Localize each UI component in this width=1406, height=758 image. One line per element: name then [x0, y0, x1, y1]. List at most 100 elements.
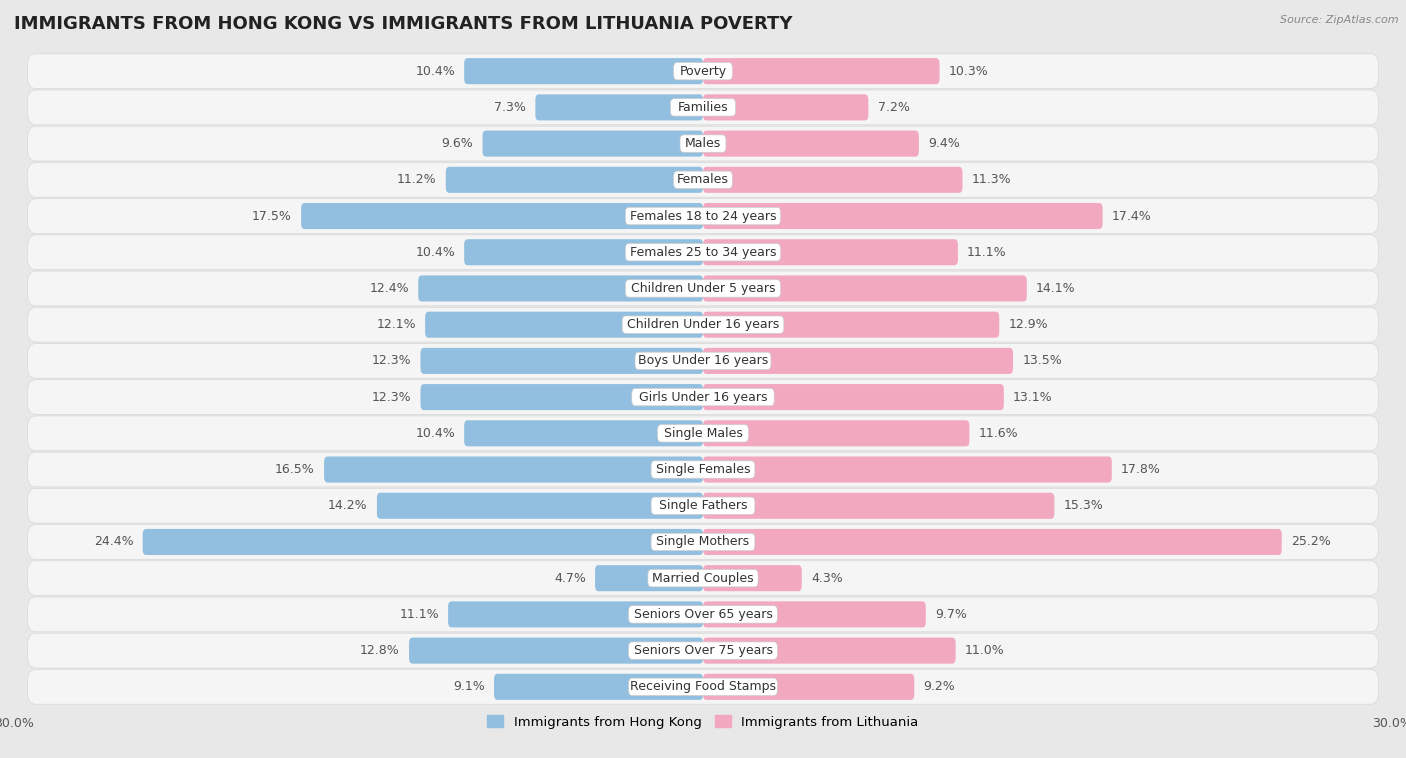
- FancyBboxPatch shape: [651, 534, 755, 550]
- FancyBboxPatch shape: [658, 424, 748, 442]
- FancyBboxPatch shape: [681, 135, 725, 152]
- FancyBboxPatch shape: [27, 90, 1379, 125]
- Text: 13.5%: 13.5%: [1022, 355, 1062, 368]
- FancyBboxPatch shape: [464, 240, 703, 265]
- FancyBboxPatch shape: [703, 674, 914, 700]
- Text: Poverty: Poverty: [679, 64, 727, 77]
- FancyBboxPatch shape: [673, 62, 733, 80]
- FancyBboxPatch shape: [703, 384, 1004, 410]
- Text: 16.5%: 16.5%: [276, 463, 315, 476]
- FancyBboxPatch shape: [703, 493, 1054, 518]
- FancyBboxPatch shape: [648, 569, 758, 587]
- FancyBboxPatch shape: [420, 348, 703, 374]
- FancyBboxPatch shape: [651, 497, 755, 515]
- FancyBboxPatch shape: [449, 601, 703, 628]
- FancyBboxPatch shape: [27, 343, 1379, 378]
- Text: 10.4%: 10.4%: [415, 246, 456, 258]
- FancyBboxPatch shape: [626, 243, 780, 261]
- Text: Children Under 16 years: Children Under 16 years: [627, 318, 779, 331]
- FancyBboxPatch shape: [636, 352, 770, 370]
- Text: Females 25 to 34 years: Females 25 to 34 years: [630, 246, 776, 258]
- FancyBboxPatch shape: [27, 525, 1379, 559]
- FancyBboxPatch shape: [27, 416, 1379, 451]
- FancyBboxPatch shape: [409, 637, 703, 664]
- Text: 11.1%: 11.1%: [967, 246, 1007, 258]
- FancyBboxPatch shape: [27, 127, 1379, 161]
- FancyBboxPatch shape: [27, 597, 1379, 631]
- FancyBboxPatch shape: [703, 456, 1112, 483]
- Legend: Immigrants from Hong Kong, Immigrants from Lithuania: Immigrants from Hong Kong, Immigrants fr…: [482, 710, 924, 735]
- Text: 11.1%: 11.1%: [399, 608, 439, 621]
- Text: 12.3%: 12.3%: [371, 390, 412, 403]
- FancyBboxPatch shape: [418, 275, 703, 302]
- FancyBboxPatch shape: [626, 208, 780, 224]
- FancyBboxPatch shape: [27, 633, 1379, 668]
- FancyBboxPatch shape: [27, 380, 1379, 415]
- Text: 12.4%: 12.4%: [370, 282, 409, 295]
- FancyBboxPatch shape: [27, 162, 1379, 197]
- FancyBboxPatch shape: [703, 601, 925, 628]
- Text: 17.4%: 17.4%: [1112, 209, 1152, 223]
- Text: Seniors Over 65 years: Seniors Over 65 years: [634, 608, 772, 621]
- Text: 14.2%: 14.2%: [328, 500, 368, 512]
- Text: Single Males: Single Males: [664, 427, 742, 440]
- FancyBboxPatch shape: [27, 235, 1379, 270]
- FancyBboxPatch shape: [651, 461, 755, 478]
- Text: Males: Males: [685, 137, 721, 150]
- Text: 17.8%: 17.8%: [1121, 463, 1161, 476]
- Text: 9.4%: 9.4%: [928, 137, 960, 150]
- Text: Seniors Over 75 years: Seniors Over 75 years: [634, 644, 772, 657]
- Text: 9.6%: 9.6%: [441, 137, 474, 150]
- Text: 24.4%: 24.4%: [94, 535, 134, 549]
- Text: Girls Under 16 years: Girls Under 16 years: [638, 390, 768, 403]
- Text: 10.3%: 10.3%: [949, 64, 988, 77]
- FancyBboxPatch shape: [628, 642, 778, 659]
- Text: Single Mothers: Single Mothers: [657, 535, 749, 549]
- FancyBboxPatch shape: [703, 94, 869, 121]
- Text: Source: ZipAtlas.com: Source: ZipAtlas.com: [1281, 15, 1399, 25]
- Text: Boys Under 16 years: Boys Under 16 years: [638, 355, 768, 368]
- FancyBboxPatch shape: [420, 384, 703, 410]
- Text: IMMIGRANTS FROM HONG KONG VS IMMIGRANTS FROM LITHUANIA POVERTY: IMMIGRANTS FROM HONG KONG VS IMMIGRANTS …: [14, 15, 793, 33]
- Text: 12.1%: 12.1%: [377, 318, 416, 331]
- FancyBboxPatch shape: [703, 240, 957, 265]
- FancyBboxPatch shape: [142, 529, 703, 555]
- Text: Families: Families: [678, 101, 728, 114]
- FancyBboxPatch shape: [703, 312, 1000, 338]
- Text: Single Fathers: Single Fathers: [659, 500, 747, 512]
- FancyBboxPatch shape: [27, 307, 1379, 342]
- FancyBboxPatch shape: [464, 420, 703, 446]
- Text: 15.3%: 15.3%: [1063, 500, 1104, 512]
- FancyBboxPatch shape: [425, 312, 703, 338]
- FancyBboxPatch shape: [631, 388, 775, 406]
- Text: Married Couples: Married Couples: [652, 572, 754, 584]
- FancyBboxPatch shape: [464, 58, 703, 84]
- FancyBboxPatch shape: [703, 420, 969, 446]
- FancyBboxPatch shape: [703, 348, 1012, 374]
- FancyBboxPatch shape: [703, 637, 956, 664]
- FancyBboxPatch shape: [703, 529, 1282, 555]
- FancyBboxPatch shape: [27, 453, 1379, 487]
- FancyBboxPatch shape: [703, 565, 801, 591]
- FancyBboxPatch shape: [623, 316, 783, 334]
- Text: 9.1%: 9.1%: [453, 681, 485, 694]
- Text: 9.7%: 9.7%: [935, 608, 967, 621]
- FancyBboxPatch shape: [703, 203, 1102, 229]
- Text: Children Under 5 years: Children Under 5 years: [631, 282, 775, 295]
- FancyBboxPatch shape: [446, 167, 703, 193]
- Text: 17.5%: 17.5%: [252, 209, 292, 223]
- FancyBboxPatch shape: [27, 54, 1379, 89]
- Text: 11.2%: 11.2%: [396, 174, 437, 186]
- FancyBboxPatch shape: [703, 167, 963, 193]
- Text: Single Females: Single Females: [655, 463, 751, 476]
- FancyBboxPatch shape: [494, 674, 703, 700]
- Text: 9.2%: 9.2%: [924, 681, 955, 694]
- FancyBboxPatch shape: [301, 203, 703, 229]
- Text: Females: Females: [678, 174, 728, 186]
- FancyBboxPatch shape: [703, 58, 939, 84]
- Text: Receiving Food Stamps: Receiving Food Stamps: [630, 681, 776, 694]
- FancyBboxPatch shape: [482, 130, 703, 157]
- FancyBboxPatch shape: [27, 199, 1379, 233]
- FancyBboxPatch shape: [27, 271, 1379, 305]
- FancyBboxPatch shape: [628, 606, 778, 623]
